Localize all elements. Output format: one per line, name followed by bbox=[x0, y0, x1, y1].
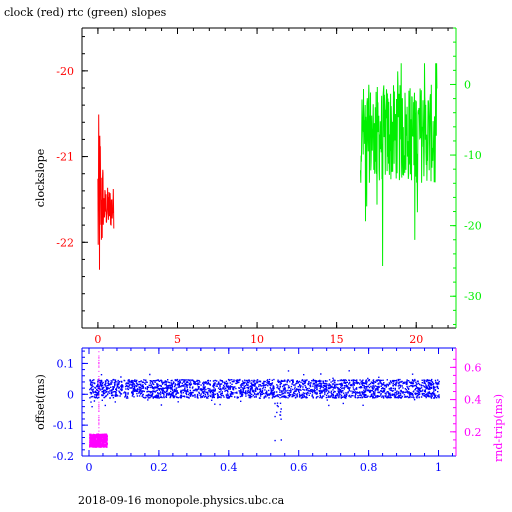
x-tick-label: 0.2 bbox=[150, 461, 168, 474]
y-tick-label: 0.1 bbox=[57, 357, 75, 370]
y-tick-label: -22 bbox=[56, 236, 74, 249]
y-tick-label: -0.1 bbox=[53, 419, 74, 432]
x-tick-label: 15 bbox=[330, 333, 344, 346]
y2-tick-label: 0 bbox=[464, 78, 471, 91]
y2-tick-label: 0.6 bbox=[464, 361, 482, 374]
y-tick-label: -20 bbox=[56, 65, 74, 78]
x-tick-label: 20 bbox=[409, 333, 423, 346]
x-tick-label: 10 bbox=[250, 333, 264, 346]
y2-tick-label: -20 bbox=[464, 220, 482, 233]
y2-axis-label: rnd-trip(ms) bbox=[492, 394, 505, 462]
x-tick-label: 0.8 bbox=[360, 461, 378, 474]
x-tick-label: 0 bbox=[94, 333, 101, 346]
slope-chart: 0 5 10 15 20 -20 -21 -22 0 -10 -20 -30 clockslope bbox=[34, 27, 482, 346]
y2-tick-label: -10 bbox=[464, 149, 482, 162]
y2-tick-label: -30 bbox=[464, 290, 482, 303]
x-tick-label: 0.4 bbox=[220, 461, 238, 474]
x-tick-label: 0.6 bbox=[290, 461, 308, 474]
footer-caption: 2018-09-16 monopole.physics.ubc.ca bbox=[78, 494, 285, 507]
y2-tick-label: 0.2 bbox=[464, 426, 482, 439]
series-rtc-line bbox=[360, 63, 438, 267]
series-roundtrip-points bbox=[89, 351, 108, 448]
y-axis-label: clockslope bbox=[34, 149, 47, 207]
y-tick-label: 0 bbox=[67, 388, 74, 401]
series-clock-line bbox=[97, 114, 115, 270]
series-offset-points bbox=[89, 370, 440, 442]
x-tick-label: 5 bbox=[174, 333, 181, 346]
x-tick-label: 0 bbox=[85, 461, 92, 474]
page-title: clock (red) rtc (green) slopes bbox=[4, 6, 167, 19]
offset-chart: 0 0.2 0.4 0.6 0.8 1 0.1 0 -0.1 -0.2 0.6 0.4 0.2 offse… bbox=[34, 347, 505, 474]
y-axis-label: offset(ms) bbox=[34, 374, 47, 430]
y2-tick-label: 0.4 bbox=[464, 394, 482, 407]
y-tick-label: -0.2 bbox=[53, 450, 74, 463]
x-tick-label: 1 bbox=[435, 461, 442, 474]
y-tick-label: -21 bbox=[56, 151, 74, 164]
